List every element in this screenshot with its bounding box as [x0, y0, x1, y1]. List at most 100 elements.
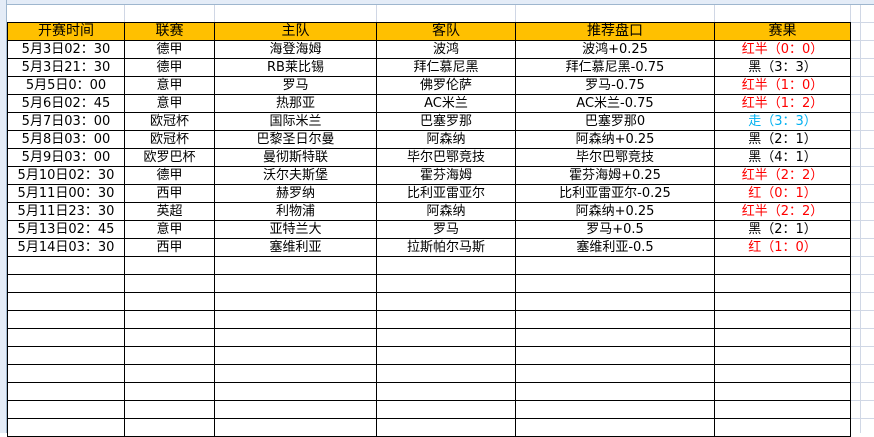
cell-result[interactable]: 红半（1：2）: [714, 94, 851, 113]
cell-time[interactable]: 5月10日02：30: [7, 166, 125, 185]
cell-home[interactable]: 海登海姆: [214, 40, 377, 59]
empty-cell[interactable]: [714, 400, 851, 419]
empty-cell[interactable]: [714, 364, 851, 383]
empty-cell[interactable]: [124, 382, 215, 401]
cell-pick[interactable]: AC米兰-0.75: [515, 94, 715, 113]
cell-result[interactable]: 红半（0：0）: [714, 40, 851, 59]
cell-pick[interactable]: 塞维利亚-0.5: [515, 238, 715, 257]
empty-cell[interactable]: [376, 364, 516, 383]
cell-pick[interactable]: 巴塞罗那0: [515, 112, 715, 131]
empty-cell[interactable]: [7, 292, 125, 311]
cell-home[interactable]: 赫罗纳: [214, 184, 377, 203]
cell-result[interactable]: 走（3：3）: [714, 112, 851, 131]
cell-pick[interactable]: 比利亚雷亚尔-0.25: [515, 184, 715, 203]
empty-cell[interactable]: [376, 256, 516, 275]
cell-away[interactable]: 毕尔巴鄂竞技: [376, 148, 516, 167]
empty-cell[interactable]: [376, 400, 516, 419]
empty-cell[interactable]: [214, 274, 377, 293]
empty-cell[interactable]: [376, 328, 516, 347]
header-time[interactable]: 开赛时间: [7, 22, 125, 41]
cell-pick[interactable]: 罗马-0.75: [515, 76, 715, 95]
empty-cell[interactable]: [124, 346, 215, 365]
cell-time[interactable]: 5月11日00：30: [7, 184, 125, 203]
empty-cell[interactable]: [515, 310, 715, 329]
empty-cell[interactable]: [7, 310, 125, 329]
cell-home[interactable]: 国际米兰: [214, 112, 377, 131]
cell-away[interactable]: 阿森纳: [376, 202, 516, 221]
cell-pick[interactable]: 波鸿+0.25: [515, 40, 715, 59]
empty-cell[interactable]: [214, 418, 377, 437]
empty-cell[interactable]: [7, 364, 125, 383]
cell-league[interactable]: 西甲: [124, 238, 215, 257]
empty-cell[interactable]: [714, 292, 851, 311]
empty-cell[interactable]: [7, 274, 125, 293]
cell-result[interactable]: 红（1：0）: [714, 238, 851, 257]
cell-league[interactable]: 德甲: [124, 58, 215, 77]
cell-result[interactable]: 黑（2：1）: [714, 220, 851, 239]
empty-cell[interactable]: [214, 310, 377, 329]
cell-pick[interactable]: 毕尔巴鄂竞技: [515, 148, 715, 167]
cell-time[interactable]: 5月9日03：00: [7, 148, 125, 167]
header-league[interactable]: 联赛: [124, 22, 215, 41]
empty-cell[interactable]: [714, 418, 851, 437]
cell-time[interactable]: 5月13日02：45: [7, 220, 125, 239]
cell-time[interactable]: 5月8日03：00: [7, 130, 125, 149]
empty-cell[interactable]: [124, 310, 215, 329]
empty-cell[interactable]: [7, 400, 125, 419]
header-away[interactable]: 客队: [376, 22, 516, 41]
empty-cell[interactable]: [714, 310, 851, 329]
cell-league[interactable]: 德甲: [124, 40, 215, 59]
empty-cell[interactable]: [714, 256, 851, 275]
row-header-strip[interactable]: [0, 0, 7, 433]
empty-cell[interactable]: [124, 418, 215, 437]
cell-time[interactable]: 5月5日0：00: [7, 76, 125, 95]
cell-league[interactable]: 欧罗巴杯: [124, 148, 215, 167]
cell-away[interactable]: 拜仁慕尼黑: [376, 58, 516, 77]
empty-cell[interactable]: [376, 346, 516, 365]
empty-cell[interactable]: [7, 346, 125, 365]
cell-away[interactable]: 波鸿: [376, 40, 516, 59]
cell-league[interactable]: 欧冠杯: [124, 112, 215, 131]
header-home[interactable]: 主队: [214, 22, 377, 41]
empty-cell[interactable]: [124, 328, 215, 347]
empty-cell[interactable]: [515, 346, 715, 365]
empty-cell[interactable]: [124, 256, 215, 275]
empty-cell[interactable]: [124, 400, 215, 419]
cell-time[interactable]: 5月6日02：45: [7, 94, 125, 113]
cell-home[interactable]: 沃尔夫斯堡: [214, 166, 377, 185]
empty-cell[interactable]: [515, 328, 715, 347]
cell-pick[interactable]: 阿森纳+0.25: [515, 130, 715, 149]
cell-time[interactable]: 5月7日03：00: [7, 112, 125, 131]
empty-cell[interactable]: [214, 400, 377, 419]
cell-result[interactable]: 红半（2：2）: [714, 166, 851, 185]
cell-home[interactable]: RB莱比锡: [214, 58, 377, 77]
cell-league[interactable]: 意甲: [124, 94, 215, 113]
empty-cell[interactable]: [376, 382, 516, 401]
cell-league[interactable]: 意甲: [124, 220, 215, 239]
cell-league[interactable]: 西甲: [124, 184, 215, 203]
empty-cell[interactable]: [214, 364, 377, 383]
cell-league[interactable]: 英超: [124, 202, 215, 221]
empty-cell[interactable]: [714, 346, 851, 365]
empty-cell[interactable]: [714, 328, 851, 347]
cell-result[interactable]: 黑（4：1）: [714, 148, 851, 167]
empty-cell[interactable]: [376, 274, 516, 293]
cell-away[interactable]: 罗马: [376, 220, 516, 239]
empty-cell[interactable]: [214, 292, 377, 311]
cell-league[interactable]: 意甲: [124, 76, 215, 95]
cell-time[interactable]: 5月3日21：30: [7, 58, 125, 77]
cell-time[interactable]: 5月11日23：30: [7, 202, 125, 221]
cell-league[interactable]: 欧冠杯: [124, 130, 215, 149]
cell-away[interactable]: 拉斯帕尔马斯: [376, 238, 516, 257]
empty-cell[interactable]: [515, 364, 715, 383]
cell-league[interactable]: 德甲: [124, 166, 215, 185]
empty-cell[interactable]: [124, 292, 215, 311]
cell-result[interactable]: 红（0：1）: [714, 184, 851, 203]
empty-cell[interactable]: [7, 328, 125, 347]
cell-home[interactable]: 巴黎圣日尔曼: [214, 130, 377, 149]
header-pick[interactable]: 推荐盘口: [515, 22, 715, 41]
cell-away[interactable]: 阿森纳: [376, 130, 516, 149]
empty-cell[interactable]: [515, 274, 715, 293]
empty-cell[interactable]: [515, 292, 715, 311]
empty-cell[interactable]: [214, 346, 377, 365]
